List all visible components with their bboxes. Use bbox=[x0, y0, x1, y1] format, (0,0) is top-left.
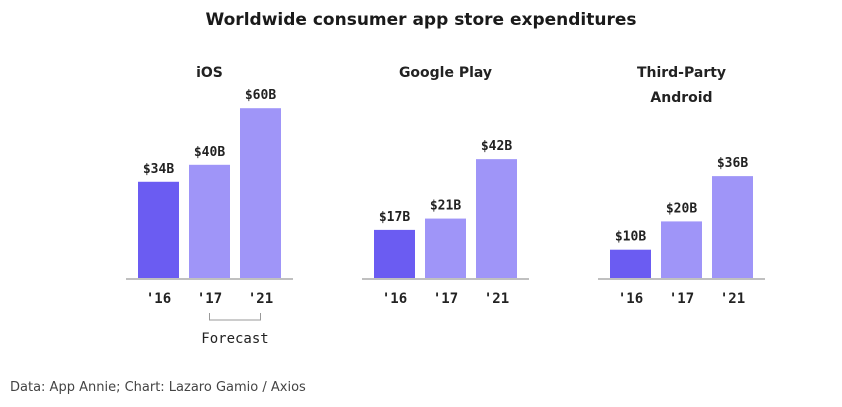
group-title-third-party-android: Third-Party bbox=[637, 65, 726, 81]
forecast-bracket bbox=[209, 313, 261, 321]
group-title-google-play: Google Play bbox=[399, 65, 492, 81]
tick-label-google-play-0: '16 bbox=[382, 291, 407, 307]
tick-label-third-party-android-2: '21 bbox=[720, 291, 745, 307]
value-label-google-play-0: $17B bbox=[379, 210, 410, 225]
value-label-google-play-1: $21B bbox=[430, 199, 461, 214]
tick-label-google-play-1: '17 bbox=[433, 291, 458, 307]
value-label-ios-2: $60B bbox=[245, 88, 276, 103]
bar-third-party-android-1 bbox=[661, 221, 702, 278]
group-title-third-party-android: Android bbox=[650, 90, 712, 106]
value-label-google-play-2: $42B bbox=[481, 139, 512, 154]
source-note: Data: App Annie; Chart: Lazaro Gamio / A… bbox=[10, 380, 306, 395]
tick-label-google-play-2: '21 bbox=[484, 291, 509, 307]
forecast-label: Forecast bbox=[201, 331, 268, 347]
tick-label-ios-0: '16 bbox=[146, 291, 171, 307]
bar-ios-0 bbox=[138, 181, 179, 278]
bar-google-play-0 bbox=[374, 229, 415, 278]
tick-label-ios-1: '17 bbox=[197, 291, 222, 307]
tick-label-ios-2: '21 bbox=[248, 291, 273, 307]
bar-third-party-android-2 bbox=[712, 176, 753, 278]
chart-title: Worldwide consumer app store expenditure… bbox=[205, 10, 637, 30]
value-label-third-party-android-1: $20B bbox=[666, 201, 697, 216]
bar-google-play-1 bbox=[425, 218, 466, 278]
value-label-ios-1: $40B bbox=[194, 145, 225, 160]
tick-label-third-party-android-1: '17 bbox=[669, 291, 694, 307]
tick-label-third-party-android-0: '16 bbox=[618, 291, 643, 307]
bar-ios-1 bbox=[189, 164, 230, 278]
value-label-ios-0: $34B bbox=[143, 162, 174, 177]
value-label-third-party-android-2: $36B bbox=[717, 156, 748, 171]
group-title-ios: iOS bbox=[196, 65, 223, 81]
bar-third-party-android-0 bbox=[610, 249, 651, 278]
bar-google-play-2 bbox=[476, 159, 517, 278]
value-label-third-party-android-0: $10B bbox=[615, 230, 646, 245]
bar-ios-2 bbox=[240, 108, 281, 278]
